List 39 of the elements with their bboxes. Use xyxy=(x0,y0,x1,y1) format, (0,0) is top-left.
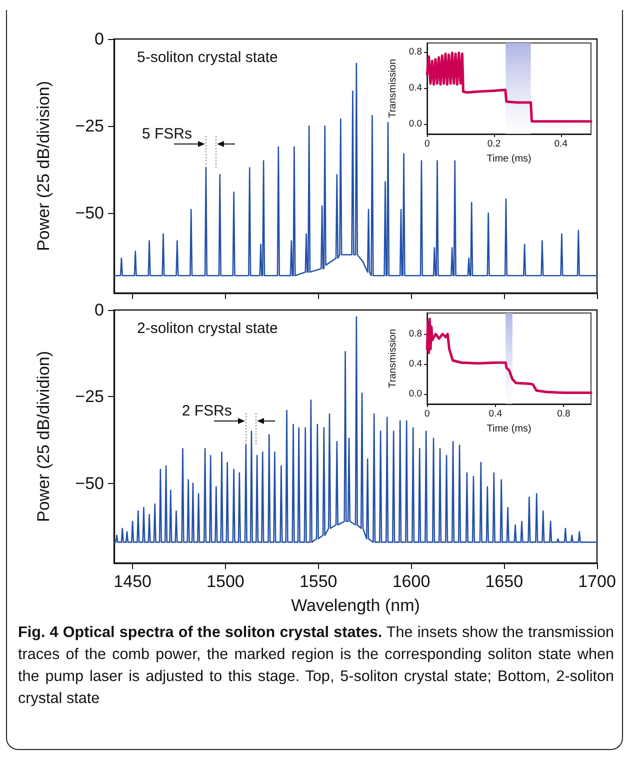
y-tick-label: −50 xyxy=(75,203,104,222)
y-tick-label: 0.4 xyxy=(408,82,422,94)
x-tick-label: 1500 xyxy=(206,572,244,591)
x-tick-label: 0 xyxy=(424,408,430,420)
y-tick-label: 0.4 xyxy=(408,358,422,370)
x-tick-label: 1650 xyxy=(485,572,524,591)
annotation: 5 FSRs xyxy=(142,125,192,142)
x-tick-label: 0 xyxy=(424,138,430,150)
x-tick-label: 1550 xyxy=(299,572,338,591)
x-tick-label: 0.4 xyxy=(554,138,568,150)
x-tick-label: 0.4 xyxy=(488,408,502,420)
x-axis-title: Wavelength (nm) xyxy=(291,596,420,615)
y-tick-label: 0.0 xyxy=(408,118,422,130)
x-tick-label: 1700 xyxy=(578,572,616,591)
x-tick-label: 0.2 xyxy=(487,138,501,150)
line-series xyxy=(426,52,592,123)
y-axis-title: Transmission xyxy=(388,58,398,118)
line-series xyxy=(426,318,592,394)
y-tick-label: 0 xyxy=(94,30,104,48)
y-tick-label: −50 xyxy=(75,474,104,493)
x-tick-label: 0.8 xyxy=(557,408,570,420)
y-axis-title: Transmission xyxy=(388,328,398,388)
x-axis-title: Time (ms) xyxy=(486,153,532,164)
x-axis-title: Time (ms) xyxy=(486,423,532,434)
line-series xyxy=(113,316,598,543)
x-tick-label: 1600 xyxy=(392,572,430,591)
annotation: 2-soliton crystal state xyxy=(137,320,278,337)
annotation: 2 FSRs xyxy=(182,402,232,420)
y-tick-label: −25 xyxy=(75,387,104,406)
y-tick-label: 0 xyxy=(94,300,104,320)
text: Fig. 4 Optical spectra of the soliton crystal states. xyxy=(18,624,382,641)
x-tick-label: 1450 xyxy=(114,572,152,591)
y-axis-title: Power (25 dB/division) xyxy=(34,80,53,252)
y-tick-label: 0.8 xyxy=(408,328,422,340)
y-axis-title: Power (25 dB/dividion) xyxy=(34,350,53,522)
y-tick-label: −25 xyxy=(75,116,104,136)
y-tick-label: 0.8 xyxy=(408,46,422,58)
y-tick-label: 0.0 xyxy=(408,388,422,400)
annotation: 5-soliton crystal state xyxy=(137,49,278,66)
